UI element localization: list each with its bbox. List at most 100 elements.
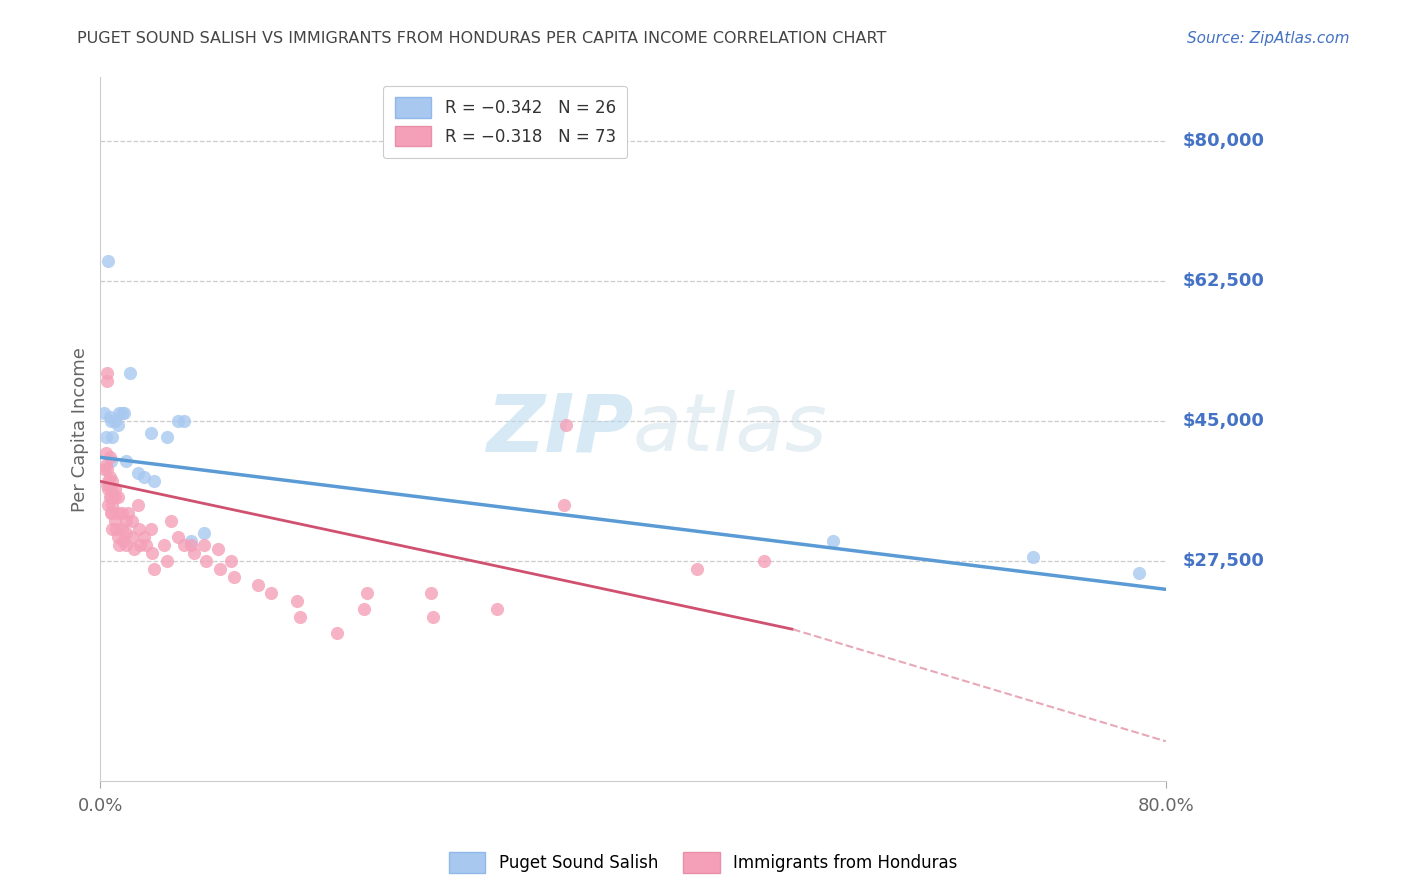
Text: $80,000: $80,000	[1182, 132, 1264, 151]
Text: atlas: atlas	[633, 391, 828, 468]
Point	[129, 538, 152, 552]
Point	[112, 406, 135, 420]
Point	[97, 475, 120, 489]
Point	[166, 530, 188, 544]
Point	[98, 450, 121, 465]
Point	[111, 406, 134, 420]
Point	[98, 491, 121, 505]
Point	[100, 506, 122, 520]
Text: Source: ZipAtlas.com: Source: ZipAtlas.com	[1187, 31, 1350, 46]
Point	[121, 514, 143, 528]
Point	[93, 462, 115, 476]
Point	[553, 499, 575, 513]
Point	[107, 530, 129, 544]
Point	[93, 406, 115, 420]
Point	[134, 470, 156, 484]
Point	[821, 534, 844, 549]
Point	[108, 538, 131, 552]
Legend: R = −0.342   N = 26, R = −0.318   N = 73: R = −0.342 N = 26, R = −0.318 N = 73	[382, 86, 627, 158]
Point	[139, 426, 162, 441]
Point	[246, 578, 269, 592]
Point	[1021, 550, 1043, 565]
Y-axis label: Per Capita Income: Per Capita Income	[72, 347, 89, 512]
Point	[128, 522, 150, 536]
Point	[288, 610, 311, 624]
Point	[100, 483, 122, 497]
Point	[100, 491, 122, 505]
Point	[97, 499, 120, 513]
Point	[101, 430, 124, 444]
Text: $27,500: $27,500	[1182, 552, 1264, 570]
Point	[326, 626, 349, 640]
Point	[153, 538, 176, 552]
Point	[686, 562, 709, 576]
Point	[486, 602, 509, 616]
Point	[127, 467, 149, 481]
Point	[135, 538, 157, 552]
Point	[107, 418, 129, 433]
Point	[104, 491, 127, 505]
Point	[94, 430, 117, 444]
Point	[127, 499, 149, 513]
Point	[142, 475, 165, 489]
Point	[193, 526, 215, 541]
Point	[104, 483, 127, 497]
Point	[97, 254, 120, 268]
Point	[122, 542, 145, 557]
Point	[219, 554, 242, 568]
Point	[194, 554, 217, 568]
Point	[1128, 566, 1150, 581]
Point	[118, 367, 141, 381]
Text: ZIP: ZIP	[485, 391, 633, 468]
Point	[422, 610, 444, 624]
Point	[183, 546, 205, 560]
Point	[207, 542, 229, 557]
Point	[141, 546, 163, 560]
Point	[94, 458, 117, 473]
Point	[156, 554, 179, 568]
Point	[104, 414, 127, 428]
Point	[353, 602, 375, 616]
Point	[111, 522, 134, 536]
Point	[173, 414, 195, 428]
Point	[160, 514, 183, 528]
Point	[94, 446, 117, 460]
Point	[121, 530, 143, 544]
Text: $62,500: $62,500	[1182, 272, 1264, 291]
Point	[166, 414, 188, 428]
Point	[134, 530, 156, 544]
Point	[105, 522, 128, 536]
Point	[287, 594, 309, 608]
Point	[107, 506, 129, 520]
Point	[108, 406, 131, 420]
Point	[260, 586, 283, 600]
Point	[752, 554, 775, 568]
Point	[117, 506, 139, 520]
Point	[96, 462, 118, 476]
Point	[419, 586, 441, 600]
Point	[96, 367, 118, 381]
Text: $45,000: $45,000	[1182, 412, 1264, 430]
Point	[193, 538, 215, 552]
Point	[100, 454, 122, 468]
Point	[101, 506, 124, 520]
Text: PUGET SOUND SALISH VS IMMIGRANTS FROM HONDURAS PER CAPITA INCOME CORRELATION CHA: PUGET SOUND SALISH VS IMMIGRANTS FROM HO…	[77, 31, 887, 46]
Point	[104, 514, 127, 528]
Point	[156, 430, 179, 444]
Point	[180, 538, 202, 552]
Point	[111, 506, 134, 520]
Point	[209, 562, 232, 576]
Point	[100, 414, 122, 428]
Point	[142, 562, 165, 576]
Point	[111, 534, 134, 549]
Point	[97, 483, 120, 497]
Point	[114, 538, 136, 552]
Point	[101, 475, 124, 489]
Point	[114, 526, 136, 541]
Point	[101, 522, 124, 536]
Point	[98, 410, 121, 425]
Point	[356, 586, 378, 600]
Point	[98, 470, 121, 484]
Point	[96, 478, 118, 492]
Point	[107, 491, 129, 505]
